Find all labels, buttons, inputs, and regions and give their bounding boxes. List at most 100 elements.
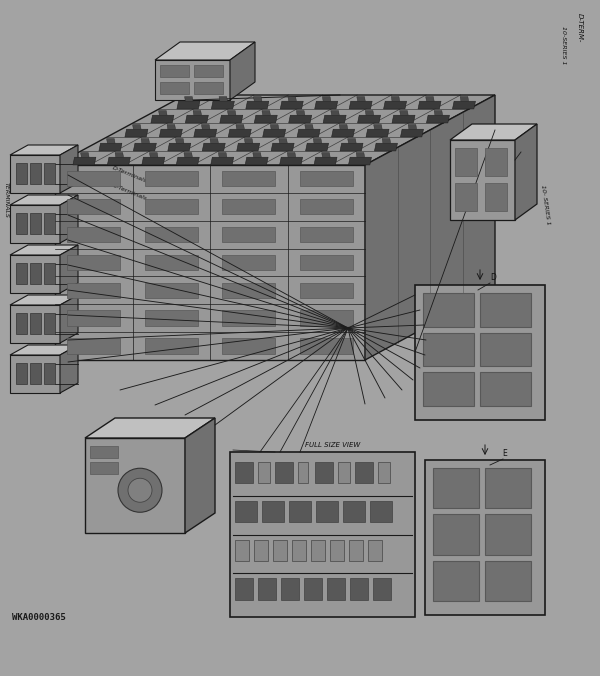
Polygon shape [358, 115, 380, 123]
Polygon shape [450, 124, 537, 140]
Text: E-Terminals: E-Terminals [112, 183, 148, 201]
Polygon shape [211, 158, 233, 165]
Bar [455, 183, 477, 211]
Polygon shape [133, 124, 141, 129]
Polygon shape [245, 158, 268, 165]
Polygon shape [177, 101, 200, 109]
Polygon shape [332, 129, 355, 137]
Polygon shape [452, 101, 475, 109]
Polygon shape [374, 143, 397, 151]
Bar [30, 264, 41, 285]
Polygon shape [211, 101, 235, 109]
Polygon shape [418, 101, 441, 109]
Bar [155, 60, 230, 100]
Polygon shape [253, 153, 261, 158]
Polygon shape [515, 124, 537, 220]
Bar [44, 264, 55, 285]
Bar [145, 255, 197, 270]
Text: FULL SIZE VIEW: FULL SIZE VIEW [305, 442, 360, 448]
Polygon shape [60, 345, 78, 393]
Bar [67, 199, 120, 214]
Bar [230, 452, 415, 617]
Circle shape [128, 478, 152, 502]
Text: D: D [490, 273, 496, 282]
Polygon shape [237, 143, 260, 151]
Bar [370, 501, 392, 522]
Bar [298, 462, 308, 483]
Bar [433, 468, 479, 508]
Bar [433, 560, 479, 601]
Bar [10, 255, 60, 293]
Polygon shape [85, 418, 215, 438]
Polygon shape [155, 42, 255, 60]
Polygon shape [176, 158, 199, 165]
Bar [145, 227, 197, 242]
Bar [30, 214, 41, 235]
Polygon shape [322, 153, 330, 158]
Bar [338, 462, 350, 483]
Polygon shape [357, 97, 365, 101]
Polygon shape [115, 153, 124, 158]
Bar [258, 578, 276, 600]
Polygon shape [382, 139, 391, 143]
Polygon shape [125, 129, 148, 137]
Polygon shape [400, 129, 424, 137]
Polygon shape [10, 295, 78, 305]
Polygon shape [280, 101, 303, 109]
Polygon shape [323, 115, 346, 123]
Polygon shape [331, 111, 339, 115]
Polygon shape [149, 153, 158, 158]
Polygon shape [314, 158, 337, 165]
Bar [16, 314, 27, 334]
Bar [10, 155, 60, 193]
Polygon shape [151, 115, 174, 123]
Polygon shape [107, 158, 130, 165]
Polygon shape [305, 124, 313, 129]
Bar [423, 333, 474, 366]
Bar [145, 338, 197, 354]
Polygon shape [315, 101, 338, 109]
Polygon shape [107, 139, 115, 143]
Polygon shape [158, 111, 167, 115]
Text: 10-SERIES 1: 10-SERIES 1 [560, 26, 566, 64]
Text: WKA0000365: WKA0000365 [12, 614, 66, 623]
Polygon shape [313, 139, 322, 143]
Polygon shape [185, 115, 208, 123]
Polygon shape [408, 124, 416, 129]
Bar [160, 65, 189, 77]
Polygon shape [230, 42, 255, 100]
Bar [316, 501, 338, 522]
Bar [300, 255, 353, 270]
Text: D-Terminals: D-Terminals [112, 166, 148, 185]
Bar [350, 578, 368, 600]
Bar [160, 82, 189, 94]
Polygon shape [10, 195, 78, 205]
Bar [30, 314, 41, 334]
Bar [258, 462, 270, 483]
Bar [275, 462, 293, 483]
Bar [304, 578, 322, 600]
Bar [10, 205, 60, 243]
Bar [281, 578, 299, 600]
Polygon shape [227, 111, 236, 115]
Polygon shape [339, 124, 348, 129]
Bar [485, 560, 531, 601]
Bar [67, 338, 120, 354]
Polygon shape [175, 139, 184, 143]
Bar [223, 199, 275, 214]
Polygon shape [374, 124, 382, 129]
Polygon shape [60, 245, 78, 293]
Bar [30, 364, 41, 384]
Polygon shape [349, 101, 372, 109]
Bar [373, 578, 391, 600]
Bar [223, 171, 275, 187]
Polygon shape [210, 139, 218, 143]
Bar [311, 539, 325, 561]
Bar [223, 338, 275, 354]
Text: E: E [502, 449, 507, 458]
Text: m: m [520, 141, 528, 150]
Bar [223, 283, 275, 298]
Bar [262, 501, 284, 522]
Polygon shape [271, 143, 294, 151]
Bar [67, 227, 120, 242]
